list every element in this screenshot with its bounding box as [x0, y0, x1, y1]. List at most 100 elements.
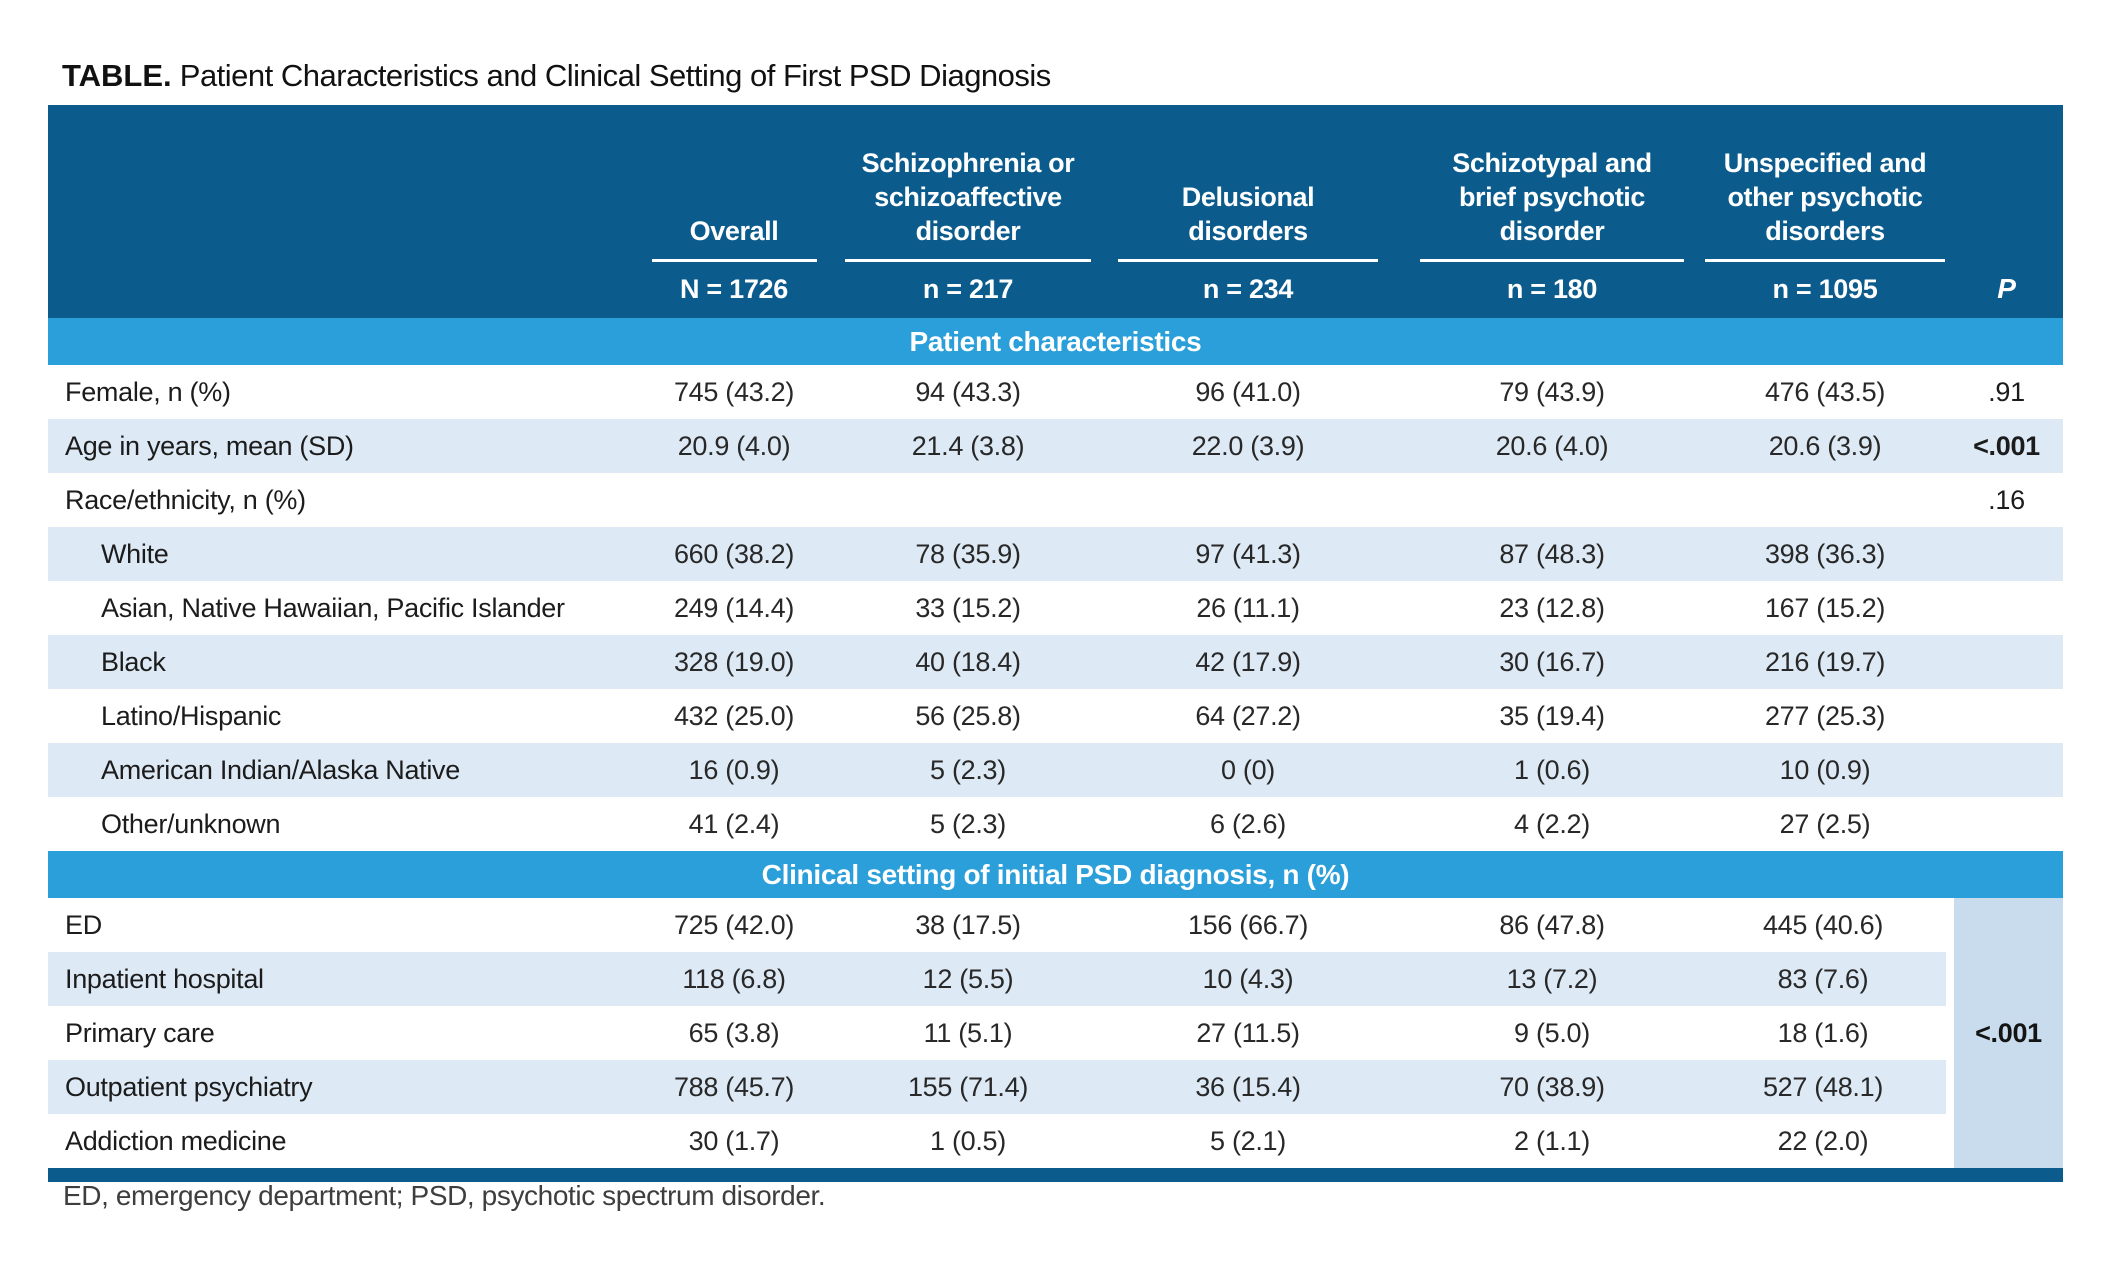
- p-value-cell: [1950, 797, 2063, 851]
- p-value-cell: .16: [1950, 473, 2063, 527]
- column-title: Delusional disorders: [1181, 182, 1315, 246]
- column-n: n = 217: [922, 274, 1014, 304]
- row-label: Inpatient hospital: [48, 952, 624, 1006]
- table-row-american-indian: American Indian/Alaska Native 16 (0.9) 5…: [48, 743, 2063, 797]
- value-cell: 27 (2.5): [1700, 797, 1950, 851]
- value-cell: 10 (4.3): [1092, 952, 1404, 1006]
- row-label: Latino/Hispanic: [48, 689, 624, 743]
- column-underline: [1705, 259, 1945, 262]
- table-row-addiction-medicine: Addiction medicine 30 (1.7) 1 (0.5) 5 (2…: [48, 1114, 2063, 1168]
- column-title-p: P: [1997, 273, 2016, 304]
- value-cell: 56 (25.8): [844, 689, 1092, 743]
- value-cell: 249 (14.4): [624, 581, 844, 635]
- section-band-clinical-setting: Clinical setting of initial PSD diagnosi…: [48, 851, 2063, 898]
- value-cell: 35 (19.4): [1404, 689, 1700, 743]
- value-cell: 118 (6.8): [624, 952, 844, 1006]
- row-label: Addiction medicine: [48, 1114, 624, 1168]
- p-value-cell: <.001: [1950, 419, 2063, 473]
- column-underline: [1118, 259, 1378, 262]
- value-cell: 4 (2.2): [1404, 797, 1700, 851]
- column-title: Unspecified and other psychotic disorder…: [1723, 148, 1927, 246]
- row-label: Race/ethnicity, n (%): [48, 473, 624, 527]
- value-cell: 788 (45.7): [624, 1060, 844, 1114]
- table-row-age: Age in years, mean (SD) 20.9 (4.0) 21.4 …: [48, 419, 2063, 473]
- value-cell: 78 (35.9): [844, 527, 1092, 581]
- table-row-outpatient-psychiatry: Outpatient psychiatry 788 (45.7) 155 (71…: [48, 1060, 2063, 1114]
- value-cell: 41 (2.4): [624, 797, 844, 851]
- value-cell: [624, 473, 844, 527]
- value-cell: 167 (15.2): [1700, 581, 1950, 635]
- value-cell: 5 (2.3): [844, 797, 1092, 851]
- table-row-black: Black 328 (19.0) 40 (18.4) 42 (17.9) 30 …: [48, 635, 2063, 689]
- value-cell: 64 (27.2): [1092, 689, 1404, 743]
- value-cell: 83 (7.6): [1700, 952, 1950, 1006]
- p-value-merged-cell: <.001: [1946, 898, 2063, 1168]
- table-row-inpatient: Inpatient hospital 118 (6.8) 12 (5.5) 10…: [48, 952, 2063, 1006]
- table-bottom-bar: [48, 1168, 2063, 1182]
- value-cell: 398 (36.3): [1700, 527, 1950, 581]
- table-row-primary-care: Primary care 65 (3.8) 11 (5.1) 27 (11.5)…: [48, 1006, 2063, 1060]
- value-cell: [1404, 473, 1700, 527]
- value-cell: 20.6 (4.0): [1404, 419, 1700, 473]
- table-row-race: Race/ethnicity, n (%) .16: [48, 473, 2063, 527]
- value-cell: 27 (11.5): [1092, 1006, 1404, 1060]
- value-cell: 30 (16.7): [1404, 635, 1700, 689]
- section-band-patient-characteristics: Patient characteristics: [48, 318, 2063, 365]
- value-cell: 96 (41.0): [1092, 365, 1404, 419]
- column-title: Overall: [689, 216, 779, 246]
- header-cell-unspecified: Unspecified and other psychotic disorder…: [1700, 105, 1950, 318]
- p-value-cell: [1950, 635, 2063, 689]
- row-label: White: [48, 527, 624, 581]
- value-cell: 445 (40.6): [1700, 898, 1950, 952]
- table-header-row: Overall N = 1726 Schizophrenia or schizo…: [48, 105, 2063, 318]
- value-cell: 20.9 (4.0): [624, 419, 844, 473]
- row-label: Asian, Native Hawaiian, Pacific Islander: [48, 581, 624, 635]
- value-cell: 725 (42.0): [624, 898, 844, 952]
- row-label: Age in years, mean (SD): [48, 419, 624, 473]
- row-label: Black: [48, 635, 624, 689]
- value-cell: 156 (66.7): [1092, 898, 1404, 952]
- table-row-white: White 660 (38.2) 78 (35.9) 97 (41.3) 87 …: [48, 527, 2063, 581]
- value-cell: [1092, 473, 1404, 527]
- value-cell: 94 (43.3): [844, 365, 1092, 419]
- bottom-bar: [48, 1168, 2063, 1182]
- value-cell: 12 (5.5): [844, 952, 1092, 1006]
- value-cell: 97 (41.3): [1092, 527, 1404, 581]
- value-cell: 9 (5.0): [1404, 1006, 1700, 1060]
- value-cell: 22.0 (3.9): [1092, 419, 1404, 473]
- value-cell: 11 (5.1): [844, 1006, 1092, 1060]
- value-cell: 5 (2.1): [1092, 1114, 1404, 1168]
- value-cell: 70 (38.9): [1404, 1060, 1700, 1114]
- value-cell: 21.4 (3.8): [844, 419, 1092, 473]
- header-cell-schizotypal: Schizotypal and brief psychotic disorder…: [1404, 105, 1700, 318]
- p-value-cell: [1950, 743, 2063, 797]
- value-cell: 65 (3.8): [624, 1006, 844, 1060]
- p-value-cell: [1950, 689, 2063, 743]
- value-cell: 33 (15.2): [844, 581, 1092, 635]
- table-title-label: TABLE.: [62, 58, 172, 93]
- value-cell: 0 (0): [1092, 743, 1404, 797]
- column-n: n = 180: [1506, 274, 1598, 304]
- value-cell: 30 (1.7): [624, 1114, 844, 1168]
- value-cell: 10 (0.9): [1700, 743, 1950, 797]
- value-cell: 216 (19.7): [1700, 635, 1950, 689]
- column-underline: [651, 259, 817, 262]
- table-row-latino: Latino/Hispanic 432 (25.0) 56 (25.8) 64 …: [48, 689, 2063, 743]
- column-title: Schizotypal and brief psychotic disorder: [1452, 148, 1652, 246]
- header-cell-overall: Overall N = 1726: [624, 105, 844, 318]
- value-cell: 328 (19.0): [624, 635, 844, 689]
- column-n: n = 234: [1202, 274, 1294, 304]
- table-title: TABLE. Patient Characteristics and Clini…: [62, 58, 1051, 94]
- value-cell: 42 (17.9): [1092, 635, 1404, 689]
- row-label: ED: [48, 898, 624, 952]
- value-cell: 79 (43.9): [1404, 365, 1700, 419]
- value-cell: 527 (48.1): [1700, 1060, 1950, 1114]
- header-cell-empty: [48, 105, 624, 318]
- value-cell: 476 (43.5): [1700, 365, 1950, 419]
- value-cell: 18 (1.6): [1700, 1006, 1950, 1060]
- value-cell: 20.6 (3.9): [1700, 419, 1950, 473]
- value-cell: 660 (38.2): [624, 527, 844, 581]
- column-underline: [845, 259, 1091, 262]
- row-label: Other/unknown: [48, 797, 624, 851]
